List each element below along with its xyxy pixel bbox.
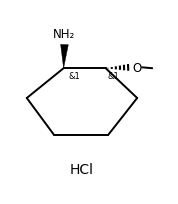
Text: NH₂: NH₂ (53, 28, 76, 40)
Text: O: O (132, 62, 142, 74)
Text: HCl: HCl (70, 162, 94, 176)
Polygon shape (61, 45, 68, 69)
Text: &1: &1 (107, 72, 119, 81)
Text: &1: &1 (69, 72, 81, 81)
